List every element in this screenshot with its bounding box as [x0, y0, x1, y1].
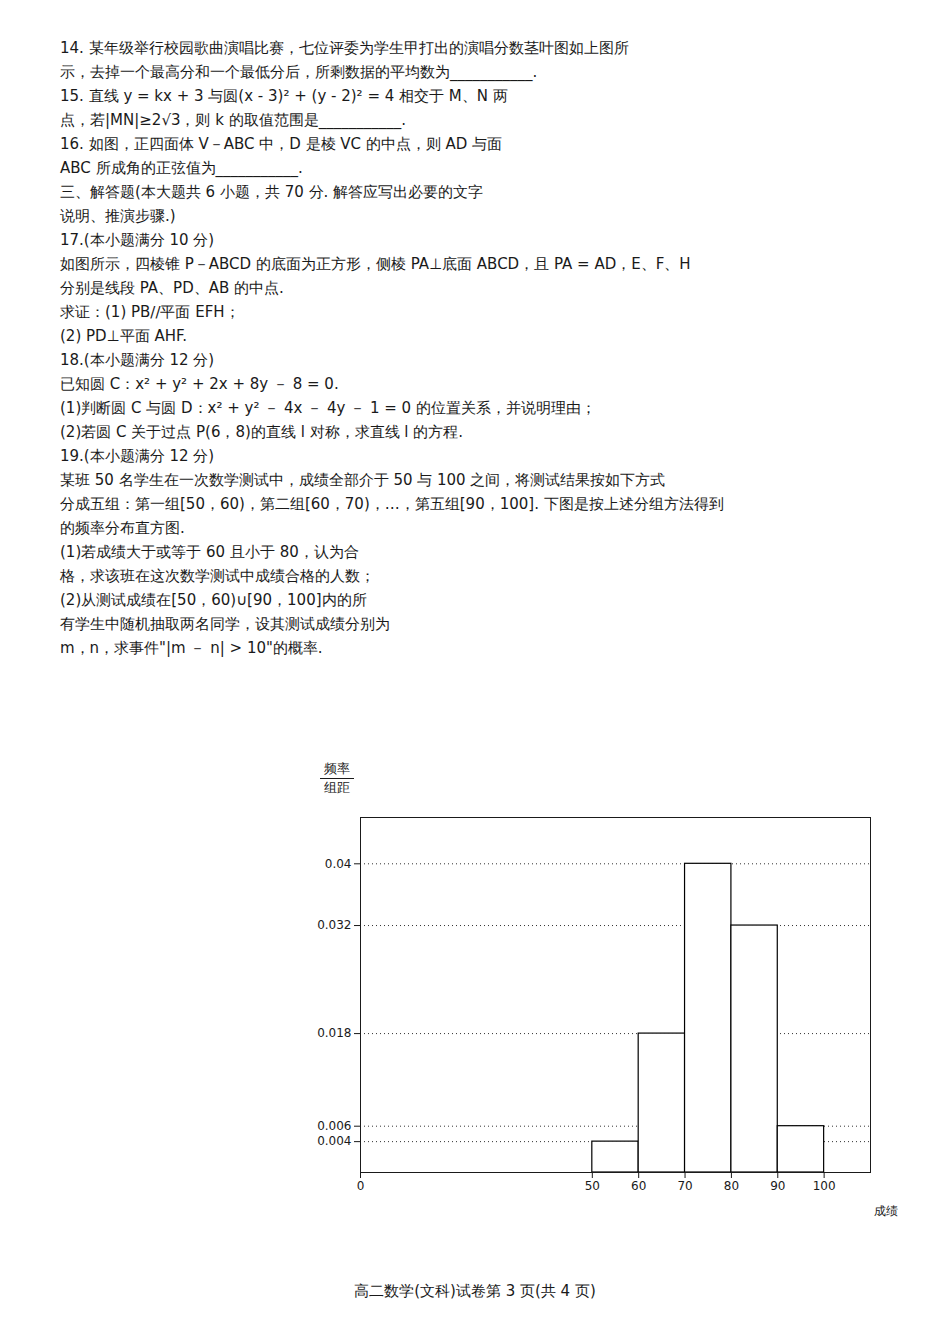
- svg-text:0.018: 0.018: [317, 1026, 351, 1040]
- html-text:已知圆 C：x² + y² + 2x + 8y － 8 =: 已知圆 C：x² + y² + 2x + 8y － 8 = 0.: [60, 375, 339, 393]
- html-text:17.(本小题满分 10 分): 17.(本小题满分 10 分): [60, 231, 215, 249]
- html-text:频率: 频率: [324, 761, 350, 776]
- html-text:求证：(1) PB∕∕平面 EFH；: 求证：(1) PB∕∕平面 EFH；: [60, 303, 240, 321]
- html-text:示，去掉一个最高分和一个最低分后，所剩数据的平均数为____: 示，去掉一个最高分和一个最低分后，所剩数据的平均数为___________.: [60, 63, 538, 81]
- svg-text:100: 100: [813, 1179, 836, 1193]
- html-text:(1)若成绩大于或等于 60 且小于 80，认为合: (1)若成绩大于或等于 60 且小于 80，认为合: [60, 543, 359, 561]
- html-text:某班 50 名学生在一次数学测试中，成绩全部介于 50 与: 某班 50 名学生在一次数学测试中，成绩全部介于 50 与 100 之间，将测试…: [60, 471, 666, 489]
- svg-text:50: 50: [585, 1179, 600, 1193]
- html-text:18.(本小题满分 12 分): 18.(本小题满分 12 分): [60, 351, 215, 369]
- html-text:说明、推演步骤.): 说明、推演步骤.): [60, 207, 176, 225]
- svg-text:90: 90: [770, 1179, 785, 1193]
- svg-text:0: 0: [357, 1179, 365, 1193]
- svg-text:60: 60: [631, 1179, 646, 1193]
- svg-text:0.032: 0.032: [317, 918, 351, 932]
- svg-text:0.04: 0.04: [325, 857, 352, 871]
- html-text:高二数学(文科)试卷第 3 页(共 4 页): 高二数学(文科)试卷第 3 页(共 4 页): [354, 1282, 596, 1300]
- html-text:(2)从测试成绩在[50，60)∪[90，100]内的所: (2)从测试成绩在[50，60)∪[90，100]内的所: [60, 591, 367, 609]
- html-text:分别是线段 PA、PD、AB 的中点.: 分别是线段 PA、PD、AB 的中点.: [60, 279, 284, 297]
- svg-text:80: 80: [724, 1179, 739, 1193]
- html-text:如图所示，四棱锥 P－ABCD 的底面为正方形，侧棱 PA⊥: 如图所示，四棱锥 P－ABCD 的底面为正方形，侧棱 PA⊥底面 ABCD，且 …: [60, 255, 691, 273]
- html-text:(1)判断圆 C 与圆 D：x² + y² － 4x － 4: (1)判断圆 C 与圆 D：x² + y² － 4x － 4y － 1 = 0 …: [60, 399, 596, 417]
- html-text:16. 如图，正四面体 V－ABC 中，D 是棱 VC 的中: 16. 如图，正四面体 V－ABC 中，D 是棱 VC 的中点，则 AD 与面: [60, 135, 503, 153]
- html-text:三、解答题(本大题共 6 小题，共 70 分. 解答应写出必: 三、解答题(本大题共 6 小题，共 70 分. 解答应写出必要的文字: [60, 183, 484, 201]
- html-text:(2) PD⊥平面 AHF.: (2) PD⊥平面 AHF.: [60, 327, 187, 345]
- html-text:ABC 所成角的正弦值为___________.: ABC 所成角的正弦值为___________.: [60, 159, 303, 177]
- html-text:有学生中随机抽取两名同学，设其测试成绩分别为: 有学生中随机抽取两名同学，设其测试成绩分别为: [60, 615, 390, 633]
- html-text:点，若|MN|≥2√3，则 k 的取值范围是________: 点，若|MN|≥2√3，则 k 的取值范围是___________.: [60, 111, 406, 129]
- html-text:15. 直线 y = kx + 3 与圆(x - 3)² +: 15. 直线 y = kx + 3 与圆(x - 3)² + (y - 2)² …: [60, 87, 508, 105]
- html-text:组距: 组距: [324, 780, 350, 795]
- svg-text:0.006: 0.006: [317, 1119, 351, 1133]
- svg-text:70: 70: [677, 1179, 692, 1193]
- html-text:(2)若圆 C 关于过点 P(6，8)的直线 l 对称，求直: (2)若圆 C 关于过点 P(6，8)的直线 l 对称，求直线 l 的方程.: [60, 423, 463, 441]
- svg-text:0.004: 0.004: [317, 1134, 351, 1148]
- html-text:格，求该班在这次数学测试中成绩合格的人数；: 格，求该班在这次数学测试中成绩合格的人数；: [60, 567, 375, 585]
- html-text:m，n，求事件"|m － n| > 10"的概率.: m，n，求事件"|m － n| > 10"的概率.: [60, 639, 323, 657]
- svg-text:成绩: 成绩: [874, 1204, 898, 1218]
- html-text:14. 某年级举行校园歌曲演唱比赛，七位评委为学生甲打出的演: 14. 某年级举行校园歌曲演唱比赛，七位评委为学生甲打出的演唱分数茎叶图如上图所: [60, 39, 629, 57]
- html-text:19.(本小题满分 12 分): 19.(本小题满分 12 分): [60, 447, 215, 465]
- html-text:的频率分布直方图.: 的频率分布直方图.: [60, 519, 185, 537]
- html-text:分成五组：第一组[50，60)，第二组[60，70)，…，第: 分成五组：第一组[50，60)，第二组[60，70)，…，第五组[90，100]…: [60, 495, 724, 513]
